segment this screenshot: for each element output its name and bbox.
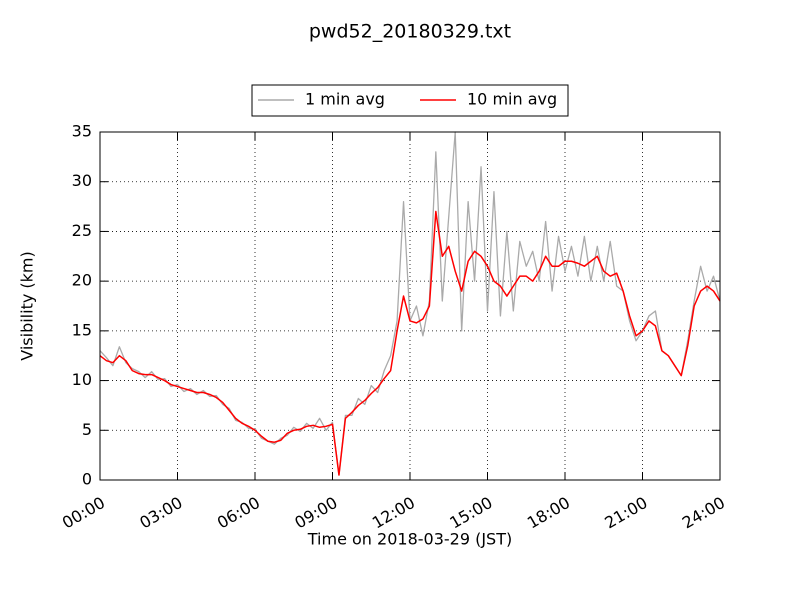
x-axis-label: Time on 2018-03-29 (JST) xyxy=(307,530,512,549)
y-tick-label: 30 xyxy=(72,171,92,190)
y-tick-label: 15 xyxy=(72,320,92,339)
y-tick-label: 5 xyxy=(82,420,92,439)
legend-box xyxy=(251,84,569,117)
y-axis-label: Visibility (km) xyxy=(18,251,37,360)
chart-title: pwd52_20180329.txt xyxy=(309,21,511,43)
y-tick-label: 35 xyxy=(72,122,92,141)
legend-label: 10 min avg xyxy=(467,90,557,109)
series-line xyxy=(99,210,721,476)
y-tick-label: 20 xyxy=(72,271,92,290)
legend-label: 1 min avg xyxy=(305,90,385,109)
y-tick-label: 0 xyxy=(82,470,92,489)
y-tick-label: 10 xyxy=(72,370,92,389)
plot-frame xyxy=(99,131,721,481)
y-tick-label: 25 xyxy=(72,221,92,240)
